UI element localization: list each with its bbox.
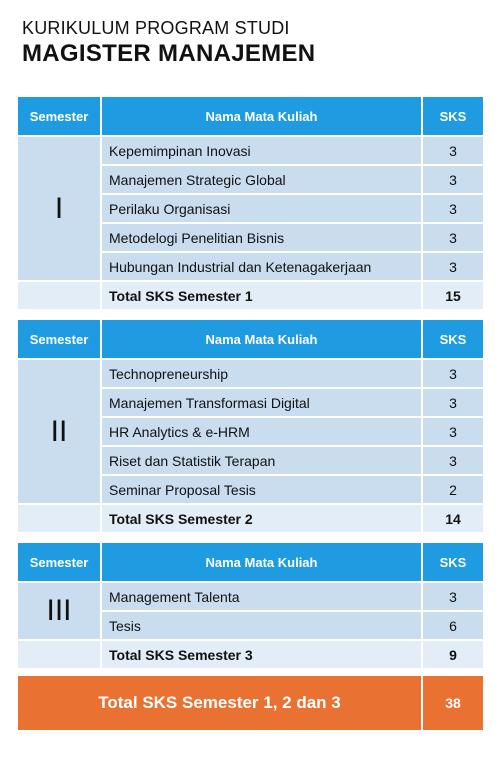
course-sks: 3 bbox=[423, 447, 483, 474]
course-sks: 3 bbox=[423, 360, 483, 387]
table-header: Semester Nama Mata Kuliah SKS bbox=[18, 320, 483, 358]
semester-header: Semester bbox=[18, 97, 100, 135]
page-title: MAGISTER MANAJEMEN bbox=[22, 40, 316, 67]
course-sks: 3 bbox=[423, 418, 483, 445]
semester-label: III bbox=[18, 583, 100, 639]
table-row: Tesis 6 bbox=[102, 612, 483, 639]
course-name: Perilaku Organisasi bbox=[102, 195, 421, 222]
page-subtitle: KURIKULUM PROGRAM STUDI bbox=[22, 18, 290, 38]
grand-total-label: Total SKS Semester 1, 2 dan 3 bbox=[18, 676, 421, 730]
table-row: Kepemimpinan Inovasi 3 bbox=[102, 137, 483, 164]
table-row: Technopreneurship 3 bbox=[102, 360, 483, 387]
table-row: Riset dan Statistik Terapan 3 bbox=[102, 447, 483, 474]
grand-total-row: Total SKS Semester 1, 2 dan 3 38 bbox=[18, 676, 483, 730]
course-name: Management Talenta bbox=[102, 583, 421, 610]
semester-total-label: Total SKS Semester 3 bbox=[102, 641, 421, 668]
course-sks: 3 bbox=[423, 166, 483, 193]
course-sks: 6 bbox=[423, 612, 483, 639]
course-sks: 2 bbox=[423, 476, 483, 503]
table-row: HR Analytics & e-HRM 3 bbox=[102, 418, 483, 445]
semester-total-sks: 14 bbox=[423, 505, 483, 532]
semester-header: Semester bbox=[18, 543, 100, 581]
course-name: HR Analytics & e-HRM bbox=[102, 418, 421, 445]
table-row: Hubungan Industrial dan Ketenagakerjaan … bbox=[102, 253, 483, 280]
semester-total-row: Total SKS Semester 3 9 bbox=[102, 641, 483, 668]
semester-total-row: Total SKS Semester 2 14 bbox=[102, 505, 483, 532]
semester-label: I bbox=[18, 137, 100, 280]
course-sks: 3 bbox=[423, 389, 483, 416]
sks-header: SKS bbox=[423, 97, 483, 135]
course-header: Nama Mata Kuliah bbox=[102, 320, 421, 358]
semester-3-table: Semester Nama Mata Kuliah SKS III Manage… bbox=[18, 543, 483, 668]
semester-header: Semester bbox=[18, 320, 100, 358]
sks-header: SKS bbox=[423, 320, 483, 358]
sks-header: SKS bbox=[423, 543, 483, 581]
course-name: Riset dan Statistik Terapan bbox=[102, 447, 421, 474]
grand-total-value: 38 bbox=[423, 676, 483, 730]
table-row: Seminar Proposal Tesis 2 bbox=[102, 476, 483, 503]
semester-total-spacer bbox=[18, 505, 100, 532]
semester-label: II bbox=[18, 360, 100, 503]
course-name: Hubungan Industrial dan Ketenagakerjaan bbox=[102, 253, 421, 280]
course-sks: 3 bbox=[423, 137, 483, 164]
table-row: Manajemen Strategic Global 3 bbox=[102, 166, 483, 193]
semester-total-label: Total SKS Semester 1 bbox=[102, 282, 421, 309]
course-header: Nama Mata Kuliah bbox=[102, 97, 421, 135]
semester-total-row: Total SKS Semester 1 15 bbox=[102, 282, 483, 309]
table-row: Manajemen Transformasi Digital 3 bbox=[102, 389, 483, 416]
course-sks: 3 bbox=[423, 253, 483, 280]
table-row: Management Talenta 3 bbox=[102, 583, 483, 610]
semester-total-spacer bbox=[18, 282, 100, 309]
table-header: Semester Nama Mata Kuliah SKS bbox=[18, 543, 483, 581]
semester-1-table: Semester Nama Mata Kuliah SKS I Kepemimp… bbox=[18, 97, 483, 309]
table-row: Metodelogi Penelitian Bisnis 3 bbox=[102, 224, 483, 251]
course-sks: 3 bbox=[423, 583, 483, 610]
course-name: Technopreneurship bbox=[102, 360, 421, 387]
semester-total-label: Total SKS Semester 2 bbox=[102, 505, 421, 532]
course-name: Kepemimpinan Inovasi bbox=[102, 137, 421, 164]
course-name: Seminar Proposal Tesis bbox=[102, 476, 421, 503]
semester-total-sks: 9 bbox=[423, 641, 483, 668]
table-header: Semester Nama Mata Kuliah SKS bbox=[18, 97, 483, 135]
course-sks: 3 bbox=[423, 224, 483, 251]
course-name: Metodelogi Penelitian Bisnis bbox=[102, 224, 421, 251]
semester-total-spacer bbox=[18, 641, 100, 668]
course-header: Nama Mata Kuliah bbox=[102, 543, 421, 581]
semester-2-table: Semester Nama Mata Kuliah SKS II Technop… bbox=[18, 320, 483, 532]
course-name: Manajemen Transformasi Digital bbox=[102, 389, 421, 416]
course-sks: 3 bbox=[423, 195, 483, 222]
table-row: Perilaku Organisasi 3 bbox=[102, 195, 483, 222]
course-name: Tesis bbox=[102, 612, 421, 639]
semester-total-sks: 15 bbox=[423, 282, 483, 309]
course-name: Manajemen Strategic Global bbox=[102, 166, 421, 193]
